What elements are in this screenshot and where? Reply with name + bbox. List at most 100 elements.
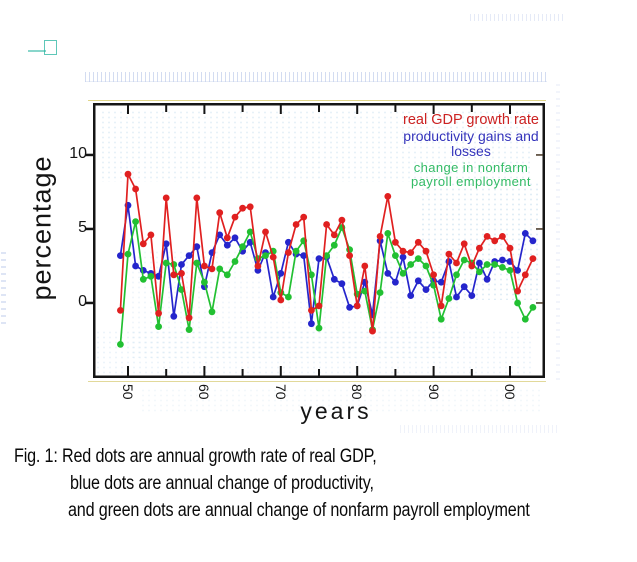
data-point <box>285 249 292 256</box>
scan-artifact-right-edge-marks <box>556 80 560 380</box>
data-point <box>338 216 346 224</box>
data-point <box>338 280 346 288</box>
data-point <box>445 250 453 258</box>
data-point <box>521 271 529 279</box>
data-point <box>308 320 315 328</box>
data-point <box>376 289 384 296</box>
y-tick-label-10: 10 <box>69 144 87 162</box>
data-point <box>147 272 155 280</box>
data-point <box>422 286 430 293</box>
x-axis-title: years <box>300 398 372 424</box>
data-point <box>323 252 330 259</box>
data-point <box>300 213 308 221</box>
data-point <box>193 243 201 251</box>
data-point <box>392 278 399 286</box>
data-point <box>315 302 323 310</box>
data-point <box>499 233 506 240</box>
data-point <box>124 170 132 178</box>
data-point <box>414 255 422 262</box>
data-point <box>346 252 353 259</box>
data-point <box>132 262 139 270</box>
data-point <box>506 244 514 252</box>
data-point <box>117 252 124 259</box>
data-point <box>468 262 476 270</box>
data-point <box>414 277 422 285</box>
data-point <box>162 259 170 267</box>
data-point <box>529 304 537 311</box>
plot-frame <box>93 103 545 378</box>
data-point <box>414 238 422 246</box>
data-point <box>292 247 300 255</box>
scan-artifact-teal-mark <box>44 40 57 55</box>
data-point <box>384 193 392 200</box>
data-point <box>529 237 537 245</box>
data-point <box>262 252 269 259</box>
data-point <box>277 296 285 304</box>
data-point <box>361 287 369 295</box>
data-point <box>178 270 185 277</box>
scan-artifact-teal-line <box>28 50 46 52</box>
data-point <box>323 221 330 228</box>
data-point <box>514 267 521 274</box>
data-point <box>330 241 338 249</box>
data-point <box>384 230 392 237</box>
data-point <box>201 278 208 286</box>
data-point <box>483 275 491 283</box>
data-point <box>399 253 407 261</box>
data-point <box>399 270 407 277</box>
data-point <box>407 249 415 256</box>
data-point <box>170 271 178 279</box>
y-tick-label-5: 5 <box>78 218 87 236</box>
data-point <box>185 326 193 333</box>
data-point <box>483 261 491 268</box>
x-tick-label-90: 90 <box>425 384 442 400</box>
data-point <box>239 204 247 212</box>
data-point <box>223 234 231 242</box>
data-point <box>193 259 201 267</box>
series-line-2 <box>119 221 534 345</box>
scan-artifact-left-edge-marks <box>1 252 6 324</box>
legend-entry-payroll-line1: change in nonfarm <box>413 159 529 175</box>
data-point <box>353 302 361 310</box>
y-tick-label-0: 0 <box>78 292 87 310</box>
data-point <box>453 271 460 279</box>
data-point <box>223 241 231 249</box>
scan-artifact-yellow-line-bottom <box>88 381 546 382</box>
data-point <box>430 271 437 279</box>
data-point <box>254 262 262 270</box>
data-point <box>231 234 239 242</box>
data-point <box>376 233 384 240</box>
data-point <box>208 308 216 316</box>
data-point <box>453 293 460 301</box>
caption-line-2: blue dots are annual change of productiv… <box>70 473 374 494</box>
data-point <box>193 194 201 202</box>
data-point <box>178 261 185 268</box>
data-point <box>277 270 285 277</box>
data-point <box>476 268 483 276</box>
data-point <box>315 255 323 262</box>
data-point <box>315 324 323 332</box>
data-point <box>521 230 529 237</box>
data-point <box>285 293 292 301</box>
data-point <box>201 262 208 270</box>
x-tick-label-80: 80 <box>349 384 366 400</box>
data-point <box>155 323 162 330</box>
data-point <box>437 302 445 310</box>
data-point <box>117 341 124 348</box>
data-point <box>499 264 506 271</box>
data-point <box>185 252 193 259</box>
data-point <box>308 307 315 314</box>
scan-artifact-top-right-band <box>470 14 565 21</box>
data-point <box>139 275 147 283</box>
data-point <box>399 247 407 255</box>
x-tick-label-70: 70 <box>272 384 289 400</box>
data-point <box>170 312 178 320</box>
caption-line-3: and green dots are annual change of nonf… <box>68 500 530 521</box>
data-point <box>392 238 399 246</box>
data-point <box>369 327 376 335</box>
data-point <box>231 258 239 265</box>
scan-artifact-yellow-line-top <box>88 100 546 101</box>
data-point <box>246 203 254 211</box>
scan-artifact-bottom-band <box>400 425 560 433</box>
data-point <box>422 247 430 255</box>
